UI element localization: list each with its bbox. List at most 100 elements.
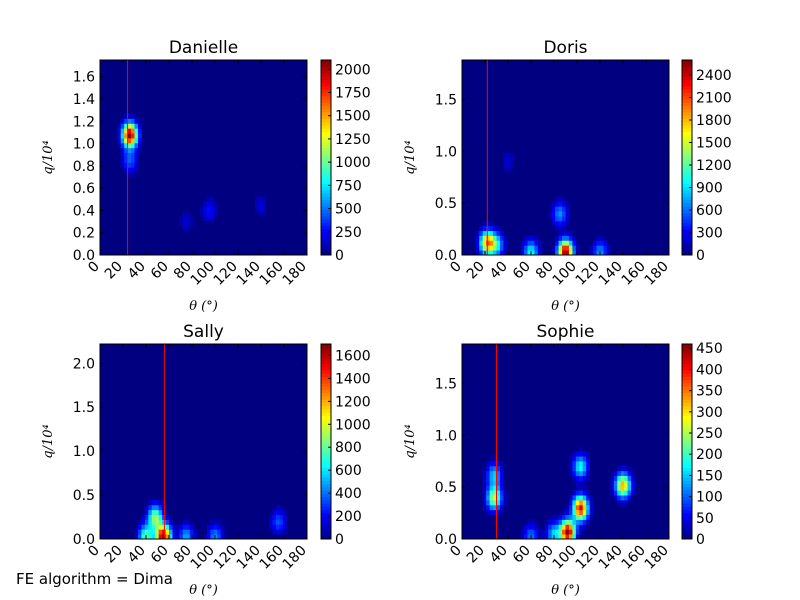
sophie-heatmap-cell xyxy=(631,470,635,477)
danielle-heatmap-cell xyxy=(124,147,128,154)
sophie-heatmap-cell xyxy=(575,480,580,486)
sally-heatmap-cell xyxy=(144,524,149,530)
doris-heatmap-cell xyxy=(565,240,570,246)
doris-colorbar-segment xyxy=(682,219,692,223)
danielle-heatmap-cell xyxy=(131,172,135,178)
sally-heatmap-cell xyxy=(144,529,149,535)
doris-heatmap-cell xyxy=(558,220,563,227)
sally-axes-frame xyxy=(99,343,308,540)
danielle-colorbar-segment xyxy=(321,245,331,249)
sophie-heatmap-cell xyxy=(486,470,490,477)
doris-heatmap-cell xyxy=(551,211,556,217)
sophie-heatmap-cell xyxy=(499,480,504,486)
doris-heatmap-cell xyxy=(520,240,525,246)
sally-heatmap-cell xyxy=(141,514,146,520)
doris-heatmap-cell xyxy=(506,152,511,158)
sally-heatmap-cell xyxy=(186,519,191,525)
danielle-heatmap-cell xyxy=(120,152,125,158)
danielle-heatmap-cell xyxy=(131,152,135,158)
sally-heatmap-cell xyxy=(272,519,277,525)
danielle-colorbar-segment xyxy=(321,167,331,171)
sophie-heatmap-cell xyxy=(624,470,628,477)
doris-colorbar-segment xyxy=(682,73,692,77)
sophie-heatmap-cell xyxy=(558,519,563,525)
sally-heatmap-cell xyxy=(158,509,163,516)
sophie-colorbar-segment xyxy=(682,389,692,394)
sally-heatmap-cell xyxy=(172,534,177,540)
doris-heatmap-cell xyxy=(555,211,559,217)
doris-heatmap-cell xyxy=(510,152,515,158)
sally-colorbar-segment xyxy=(321,357,331,361)
danielle-heatmap-cell xyxy=(134,123,139,129)
danielle-ytick-label: 0.0 xyxy=(73,248,95,264)
sophie-heatmap-cell xyxy=(575,490,580,496)
sophie-heatmap-cell xyxy=(572,524,577,530)
sally-colorbar-segment xyxy=(321,370,331,374)
sophie-heatmap-cell xyxy=(575,470,580,477)
sally-heatmap-cell xyxy=(148,500,153,506)
sally-heatmap-cell xyxy=(206,534,211,540)
doris-colorbar-segment xyxy=(682,235,692,240)
danielle-heatmap-cell xyxy=(117,128,122,134)
doris-colorbar-segment xyxy=(682,193,692,197)
sally-heatmap-cell xyxy=(158,519,163,525)
sally-heatmap-cell xyxy=(193,534,197,540)
doris-ytick-label: 1.5 xyxy=(435,92,457,108)
sophie-colorbar-frame xyxy=(681,343,693,540)
sophie-heatmap-cell xyxy=(482,480,487,486)
sally-heatmap-cell xyxy=(210,529,215,535)
sally-colorbar-segment xyxy=(321,422,331,426)
danielle-ytick-label: 0.4 xyxy=(73,203,95,219)
sally-colorbar-segment xyxy=(321,506,331,511)
sally-heatmap-cell xyxy=(158,534,163,540)
doris-ytick-label: 0.0 xyxy=(435,248,457,264)
danielle-colorbar-segment xyxy=(321,138,331,142)
doris-heatmap-cell xyxy=(558,206,563,212)
doris-colorbar-tick-label: 0 xyxy=(696,248,705,264)
doris-heatmap-cell xyxy=(558,225,563,232)
sophie-heatmap-cell xyxy=(568,529,573,535)
sophie-heatmap-cell xyxy=(489,470,494,477)
sally-colorbar-segment xyxy=(321,480,331,485)
sophie-heatmap-cell xyxy=(503,490,508,496)
sophie-heatmap-cell xyxy=(624,495,628,501)
doris-heatmap-cell xyxy=(606,250,611,256)
danielle-colorbar-tick-label: 1000 xyxy=(335,155,371,171)
sophie-heatmap-cell xyxy=(579,475,584,481)
doris-heatmap-cell xyxy=(527,235,532,241)
sophie-heatmap-cell xyxy=(582,456,587,462)
sally-colorbar-segment xyxy=(321,519,331,524)
sophie-heatmap-cell xyxy=(565,509,570,516)
danielle-colorbar-segment xyxy=(321,219,331,223)
doris-heatmap-cell xyxy=(531,250,535,256)
sally-colorbar-segment xyxy=(321,444,331,449)
doris-heatmap-cell xyxy=(479,225,484,232)
sophie-heatmap-cell xyxy=(496,485,501,491)
sophie-colorbar-segment xyxy=(682,386,692,390)
sally-heatmap-cell xyxy=(144,534,149,540)
sally-heatmap-cell xyxy=(165,534,170,540)
doris-heatmap-cell xyxy=(506,167,511,173)
sally-heatmap-cell xyxy=(279,509,284,516)
danielle-heatmap-cell xyxy=(124,157,128,163)
sally-colorbar-segment xyxy=(321,412,331,416)
danielle-axes-frame xyxy=(99,59,308,256)
danielle-heatmap-cell xyxy=(255,206,260,212)
sally-colorbar: 0 200 400 600 800 1000 1200 1400 1600 xyxy=(320,343,371,548)
danielle-colorbar-segment xyxy=(321,180,331,184)
sophie-heatmap-cell xyxy=(534,529,539,535)
sophie-heatmap-cell xyxy=(613,475,618,481)
danielle-heatmap-cell xyxy=(137,138,142,144)
sophie-heatmap-cell xyxy=(496,461,501,467)
doris-heatmap-cell xyxy=(600,250,604,256)
sophie-ytick-label: 1.5 xyxy=(435,376,457,392)
sally-heatmap-cell xyxy=(279,529,284,535)
sophie-heatmap-cell xyxy=(562,509,566,516)
sophie-colorbar-segment xyxy=(682,444,692,449)
sophie-heatmap-cell xyxy=(575,451,580,457)
danielle-heatmap-cell xyxy=(124,113,128,119)
sally-heatmap-cell xyxy=(213,524,218,530)
sophie-heatmap-cell xyxy=(544,524,549,530)
sally-heatmap-cell xyxy=(175,524,180,530)
danielle-colorbar-segment xyxy=(321,102,331,106)
